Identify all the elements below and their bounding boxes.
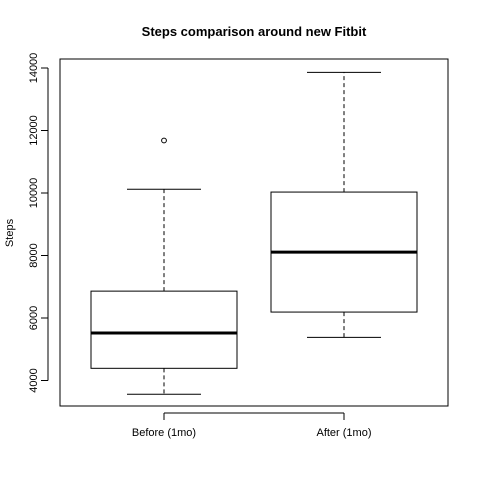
y-tick-label: 8000 (28, 243, 40, 267)
y-axis-label: Steps (4, 218, 16, 247)
y-tick-label: 4000 (28, 368, 40, 392)
chart-title: Steps comparison around new Fitbit (142, 24, 367, 39)
box-iqr (90, 290, 238, 369)
x-tick-label: After (1mo) (316, 427, 371, 439)
outlier-point (161, 137, 167, 144)
y-tick-label: 6000 (28, 306, 40, 330)
plot-layer: 4000 6000 8000 10000 12000 14000 Before (1mo) A… (28, 53, 418, 439)
y-tick-label: 14000 (28, 53, 40, 84)
y-tick-label: 12000 (28, 115, 40, 146)
x-tick-label: Before (1mo) (132, 427, 196, 439)
plot-frame (59, 58, 449, 407)
y-tick-label: 10000 (28, 178, 40, 209)
